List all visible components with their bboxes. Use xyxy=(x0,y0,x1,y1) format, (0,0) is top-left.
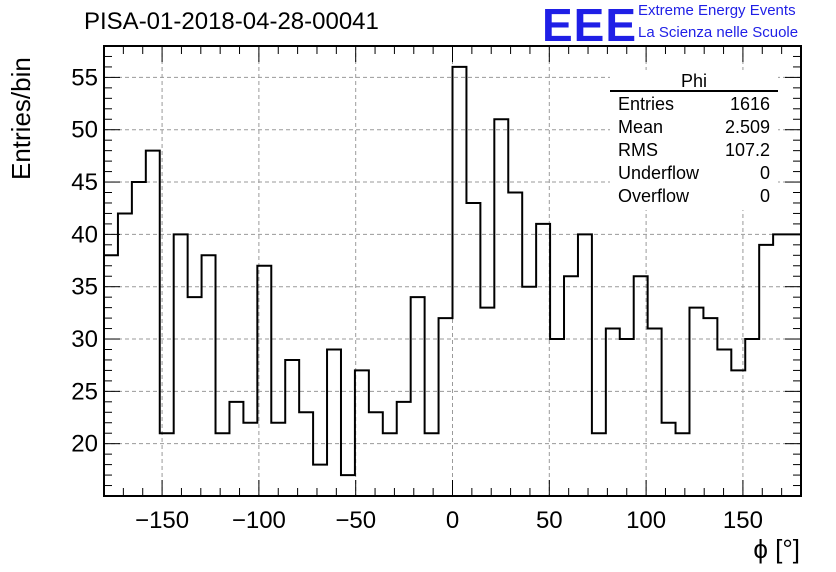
stats-row-value: 1616 xyxy=(730,94,770,114)
logo-caption-line1: Extreme Energy Events xyxy=(638,2,796,19)
y-tick-label: 20 xyxy=(71,431,98,458)
x-tick-label: −50 xyxy=(335,507,376,534)
x-tick-label: 150 xyxy=(723,507,763,534)
stats-row-label: Underflow xyxy=(618,163,700,183)
x-tick-label: 50 xyxy=(536,507,563,534)
stats-row-label: Mean xyxy=(618,117,663,137)
x-tick-label: −150 xyxy=(135,507,189,534)
stats-box-rows: Entries 1616 Mean 2.509 RMS 107.2 Underflow 0 Ov… xyxy=(618,94,770,206)
y-axis-label: Entries/bin xyxy=(6,57,36,180)
stats-row-label: Overflow xyxy=(618,186,690,206)
histogram-outline xyxy=(104,65,801,477)
stats-row-label: Entries xyxy=(618,94,674,114)
x-axis-label: ϕ [°] xyxy=(753,534,800,564)
x-tick-labels: −150 −100 −50 0 50 100 150 xyxy=(135,507,763,534)
y-tick-label: 55 xyxy=(71,64,98,91)
y-tick-label: 30 xyxy=(71,326,98,353)
y-tick-label: 40 xyxy=(71,221,98,248)
x-tick-label: 100 xyxy=(626,507,666,534)
stats-row-label: RMS xyxy=(618,140,658,160)
stats-row-value: 0 xyxy=(760,186,770,206)
stats-row-value: 107.2 xyxy=(725,140,770,160)
y-tick-label: 45 xyxy=(71,169,98,196)
x-tick-label: 0 xyxy=(446,507,459,534)
stats-box: Phi Entries 1616 Mean 2.509 RMS 107.2 Underflo… xyxy=(610,70,778,210)
axis-ticks xyxy=(103,45,802,496)
stats-box-background xyxy=(610,70,778,210)
stats-row-value: 2.509 xyxy=(725,117,770,137)
y-tick-label: 25 xyxy=(71,378,98,405)
y-tick-label: 50 xyxy=(71,117,98,144)
y-tick-labels: 20 25 30 35 40 45 50 55 xyxy=(71,64,98,457)
logo-caption-line2: La Scienza nelle Scuole xyxy=(638,24,799,41)
y-tick-label: 35 xyxy=(71,274,98,301)
stats-row-value: 0 xyxy=(760,163,770,183)
x-tick-label: −100 xyxy=(232,507,286,534)
eee-logo: EEE xyxy=(542,0,638,51)
stats-box-title: Phi xyxy=(681,71,707,91)
chart-title: PISA-01-2018-04-28-00041 xyxy=(84,8,379,35)
